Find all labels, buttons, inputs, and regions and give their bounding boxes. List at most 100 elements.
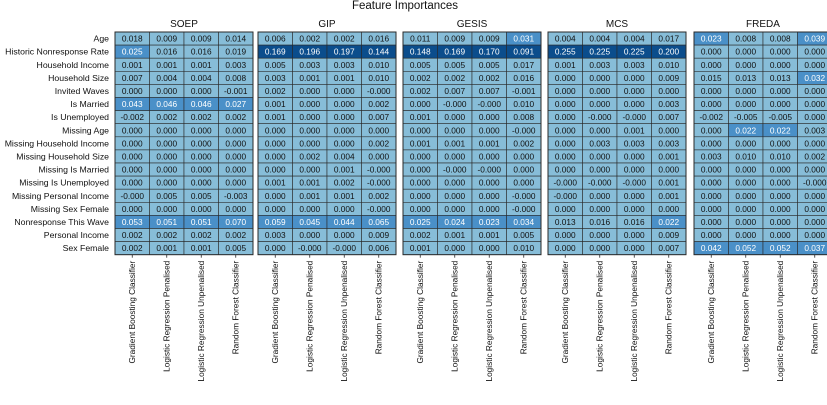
- column-label: Logistic Regression Unpenalised: [775, 260, 785, 381]
- cell-value: 0.016: [513, 73, 534, 83]
- cell-value: 0.000: [410, 151, 431, 161]
- cell-value: 0.010: [658, 60, 679, 70]
- cell-value: -0.000: [512, 125, 536, 135]
- cell-value: 0.000: [589, 86, 610, 96]
- cell-value: 0.000: [658, 165, 679, 175]
- cell-value: 0.002: [299, 34, 320, 44]
- cell-value: 0.000: [156, 178, 177, 188]
- cell-value: 0.004: [191, 73, 212, 83]
- cell-value: 0.001: [658, 191, 679, 201]
- cell-value: 0.000: [299, 230, 320, 240]
- cell-value: 0.032: [804, 73, 825, 83]
- cell-value: 0.000: [555, 230, 576, 240]
- cell-value: -0.000: [588, 112, 612, 122]
- cell-value: 0.000: [479, 204, 500, 214]
- cell-value: -0.000: [588, 178, 612, 188]
- cell-value: 0.000: [334, 138, 355, 148]
- column-label: Random Forest Classifier: [374, 260, 384, 354]
- cell-value: 0.000: [658, 125, 679, 135]
- cell-value: 0.022: [735, 125, 756, 135]
- cell-value: 0.000: [804, 191, 825, 201]
- row-label: Household Size: [48, 73, 109, 83]
- cell-value: 0.025: [410, 217, 431, 227]
- cell-value: 0.043: [122, 99, 143, 109]
- cell-value: -0.000: [367, 178, 391, 188]
- cell-value: 0.000: [624, 151, 645, 161]
- cell-value: 0.000: [122, 151, 143, 161]
- cell-value: 0.000: [701, 99, 722, 109]
- cell-value: 0.015: [701, 73, 722, 83]
- cell-value: 0.002: [122, 243, 143, 253]
- cell-value: 0.013: [555, 217, 576, 227]
- cell-value: 0.000: [770, 165, 791, 175]
- cell-value: 0.003: [334, 60, 355, 70]
- cell-value: 0.000: [589, 151, 610, 161]
- cell-value: 0.255: [555, 47, 576, 57]
- cell-value: 0.000: [624, 230, 645, 240]
- cell-value: 0.005: [156, 191, 177, 201]
- cell-value: 0.000: [191, 165, 212, 175]
- cell-value: 0.000: [804, 60, 825, 70]
- cell-value: 0.000: [444, 204, 465, 214]
- cell-value: 0.008: [735, 34, 756, 44]
- cell-value: 0.005: [479, 60, 500, 70]
- cell-value: 0.003: [265, 73, 286, 83]
- row-label: Missing Sex Female: [31, 204, 109, 214]
- cell-value: -0.003: [224, 191, 248, 201]
- cell-value: 0.005: [410, 60, 431, 70]
- column-label: Logistic Regression Unpenalised: [339, 260, 349, 381]
- cell-value: 0.004: [624, 34, 645, 44]
- cell-value: 0.005: [191, 191, 212, 201]
- cell-value: 0.000: [225, 151, 246, 161]
- cell-value: 0.000: [701, 138, 722, 148]
- cell-value: 0.225: [624, 47, 645, 57]
- cell-value: -0.000: [803, 178, 827, 188]
- cell-value: 0.000: [156, 165, 177, 175]
- cell-value: -0.002: [120, 112, 144, 122]
- cell-value: 0.007: [122, 73, 143, 83]
- cell-value: 0.000: [334, 230, 355, 240]
- cell-value: 0.009: [658, 73, 679, 83]
- cell-value: 0.001: [265, 178, 286, 188]
- cell-value: 0.009: [444, 34, 465, 44]
- panel-title: MCS: [606, 19, 629, 30]
- cell-value: 0.001: [191, 243, 212, 253]
- cell-value: 0.010: [368, 60, 389, 70]
- cell-value: 0.000: [122, 165, 143, 175]
- panel-title: GIP: [318, 19, 336, 30]
- cell-value: 0.000: [804, 86, 825, 96]
- cell-value: 0.169: [265, 47, 286, 57]
- cell-value: 0.023: [479, 217, 500, 227]
- cell-value: 0.001: [479, 230, 500, 240]
- cell-value: 0.000: [701, 217, 722, 227]
- cell-value: 0.002: [225, 230, 246, 240]
- cell-value: 0.000: [555, 112, 576, 122]
- cell-value: 0.000: [299, 125, 320, 135]
- cell-value: 0.009: [479, 34, 500, 44]
- cell-value: 0.017: [513, 60, 534, 70]
- cell-value: 0.007: [479, 86, 500, 96]
- cell-value: 0.000: [735, 217, 756, 227]
- column-label: Logistic Regression Penalised: [305, 260, 315, 372]
- cell-value: 0.004: [589, 34, 610, 44]
- cell-value: -0.000: [367, 165, 391, 175]
- cell-value: -0.005: [768, 112, 792, 122]
- row-label: Missing Household Size: [16, 151, 109, 161]
- cell-value: 0.000: [804, 217, 825, 227]
- panel-border: [114, 31, 254, 256]
- cell-value: 0.001: [658, 151, 679, 161]
- cell-value: 0.009: [368, 230, 389, 240]
- cell-value: 0.002: [804, 151, 825, 161]
- column-label: Logistic Regression Penalised: [741, 260, 751, 372]
- cell-value: 0.004: [334, 151, 355, 161]
- column-label: Logistic Regression Unpenalised: [484, 260, 494, 381]
- cell-value: 0.000: [770, 230, 791, 240]
- cell-value: 0.000: [444, 125, 465, 135]
- cell-value: 0.001: [156, 243, 177, 253]
- cell-value: 0.000: [225, 178, 246, 188]
- cell-value: 0.000: [513, 151, 534, 161]
- cell-value: 0.000: [410, 191, 431, 201]
- column-label: Gradient Boosting Classifier: [415, 260, 425, 363]
- panel-title: SOEP: [170, 19, 198, 30]
- cell-value: 0.024: [444, 217, 465, 227]
